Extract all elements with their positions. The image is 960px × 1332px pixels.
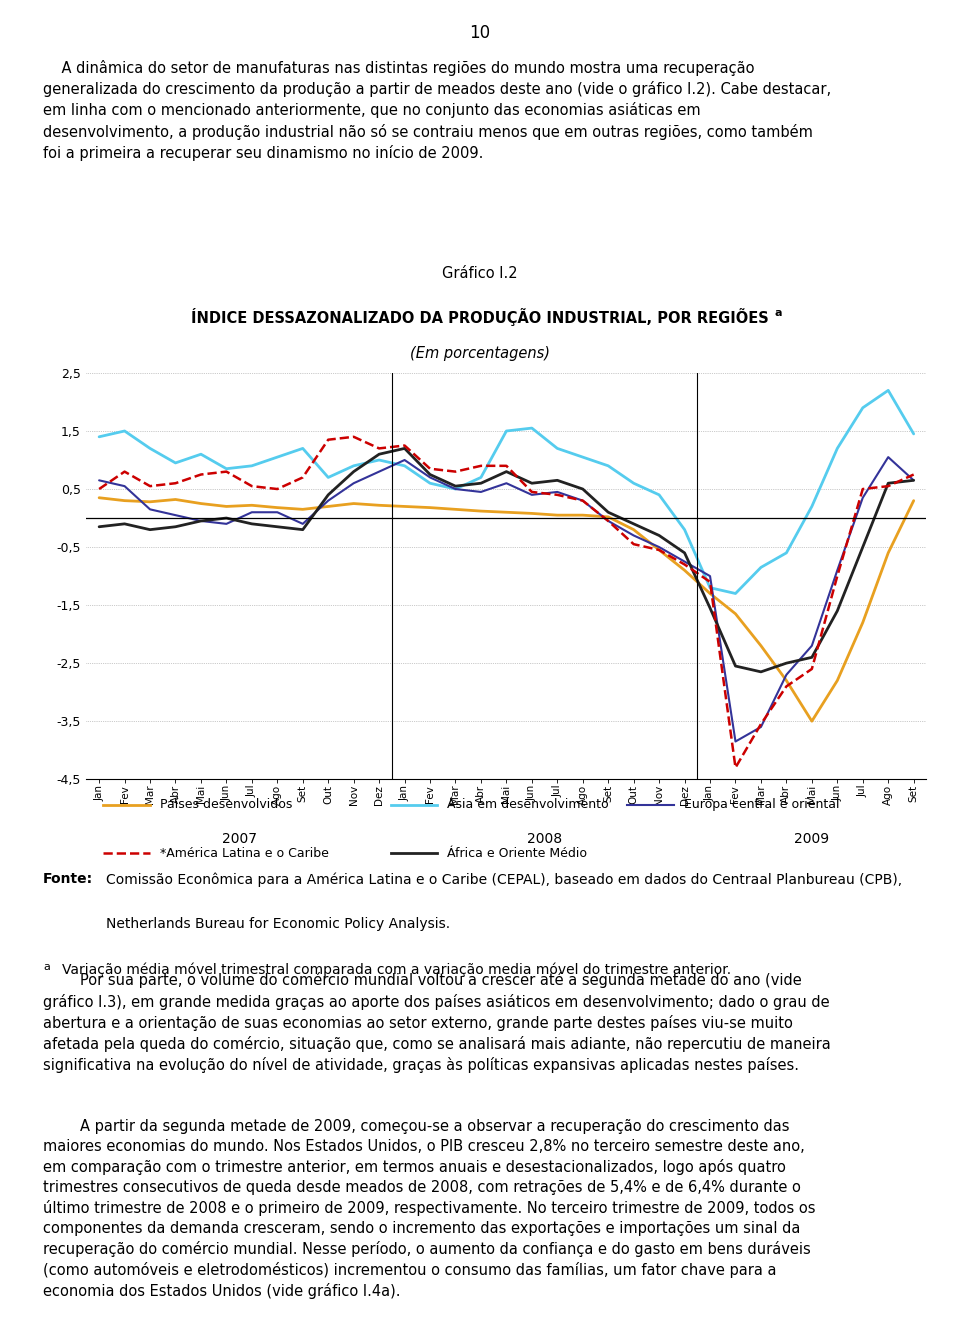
Text: Europa central e oriental: Europa central e oriental: [684, 798, 839, 811]
Text: Países desenvolvidos: Países desenvolvidos: [160, 798, 292, 811]
Text: ÍNDICE DESSAZONALIZADO DA PRODUÇÃO INDUSTRIAL, POR REGIÕES: ÍNDICE DESSAZONALIZADO DA PRODUÇÃO INDUS…: [191, 309, 769, 326]
Text: 2009: 2009: [794, 832, 829, 846]
Text: Fonte:: Fonte:: [43, 872, 93, 887]
Text: 2007: 2007: [222, 832, 256, 846]
Text: (Em porcentagens): (Em porcentagens): [410, 346, 550, 361]
Text: Comissão Econômica para a América Latina e o Caribe (CEPAL), baseado em dados do: Comissão Econômica para a América Latina…: [107, 872, 902, 887]
Text: *América Latina e o Caribe: *América Latina e o Caribe: [160, 847, 328, 860]
Text: Ásia em desenvolvimento: Ásia em desenvolvimento: [447, 798, 609, 811]
Text: Gráfico I.2: Gráfico I.2: [443, 266, 517, 281]
Text: Por sua parte, o volume do comércio mundial voltou a crescer até a segunda metad: Por sua parte, o volume do comércio mund…: [43, 972, 831, 1074]
Text: a: a: [775, 309, 782, 318]
Text: A dinâmica do setor de manufaturas nas distintas regiões do mundo mostra uma rec: A dinâmica do setor de manufaturas nas d…: [43, 60, 831, 161]
Text: A partir da segunda metade de 2009, começou-se a observar a recuperação do cresc: A partir da segunda metade de 2009, come…: [43, 1119, 816, 1299]
Text: Variação média móvel trimestral comparada com a variação media móvel do trimestr: Variação média móvel trimestral comparad…: [62, 962, 732, 976]
Text: África e Oriente Médio: África e Oriente Médio: [447, 847, 588, 860]
Text: 10: 10: [469, 24, 491, 43]
Text: a: a: [43, 962, 50, 972]
Text: Netherlands Bureau for Economic Policy Analysis.: Netherlands Bureau for Economic Policy A…: [107, 918, 450, 931]
Text: 2008: 2008: [527, 832, 563, 846]
